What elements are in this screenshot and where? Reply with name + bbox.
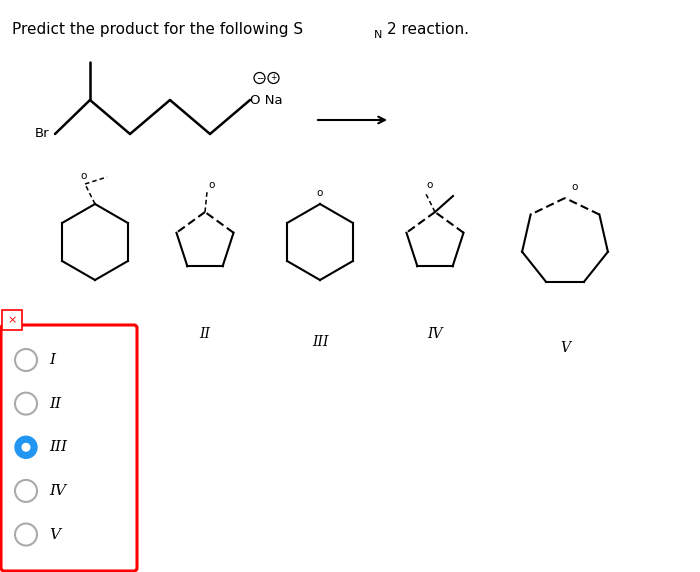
Text: o: o — [208, 180, 214, 189]
Text: V: V — [560, 341, 570, 355]
Text: IV: IV — [49, 484, 66, 498]
FancyBboxPatch shape — [2, 310, 22, 330]
Text: I: I — [49, 353, 55, 367]
Text: o: o — [317, 188, 323, 198]
Text: N: N — [374, 30, 382, 41]
Text: I: I — [92, 335, 98, 349]
Text: Br: Br — [34, 128, 49, 141]
Text: V: V — [49, 527, 60, 542]
Text: o: o — [426, 180, 433, 189]
Text: Predict the product for the following S: Predict the product for the following S — [12, 22, 303, 37]
Text: −: − — [256, 73, 263, 82]
Circle shape — [15, 436, 37, 458]
Text: IV: IV — [427, 327, 442, 341]
Text: II: II — [199, 327, 211, 341]
Text: ×: × — [7, 315, 17, 325]
Text: +: + — [270, 73, 276, 82]
Text: II: II — [49, 396, 61, 411]
FancyBboxPatch shape — [1, 325, 137, 571]
Circle shape — [22, 443, 30, 451]
Text: o: o — [571, 182, 577, 192]
Text: III: III — [312, 335, 328, 349]
Text: 2 reaction.: 2 reaction. — [387, 22, 469, 37]
Text: O Na: O Na — [250, 94, 283, 107]
Text: o: o — [80, 172, 88, 181]
Text: III: III — [49, 440, 67, 454]
